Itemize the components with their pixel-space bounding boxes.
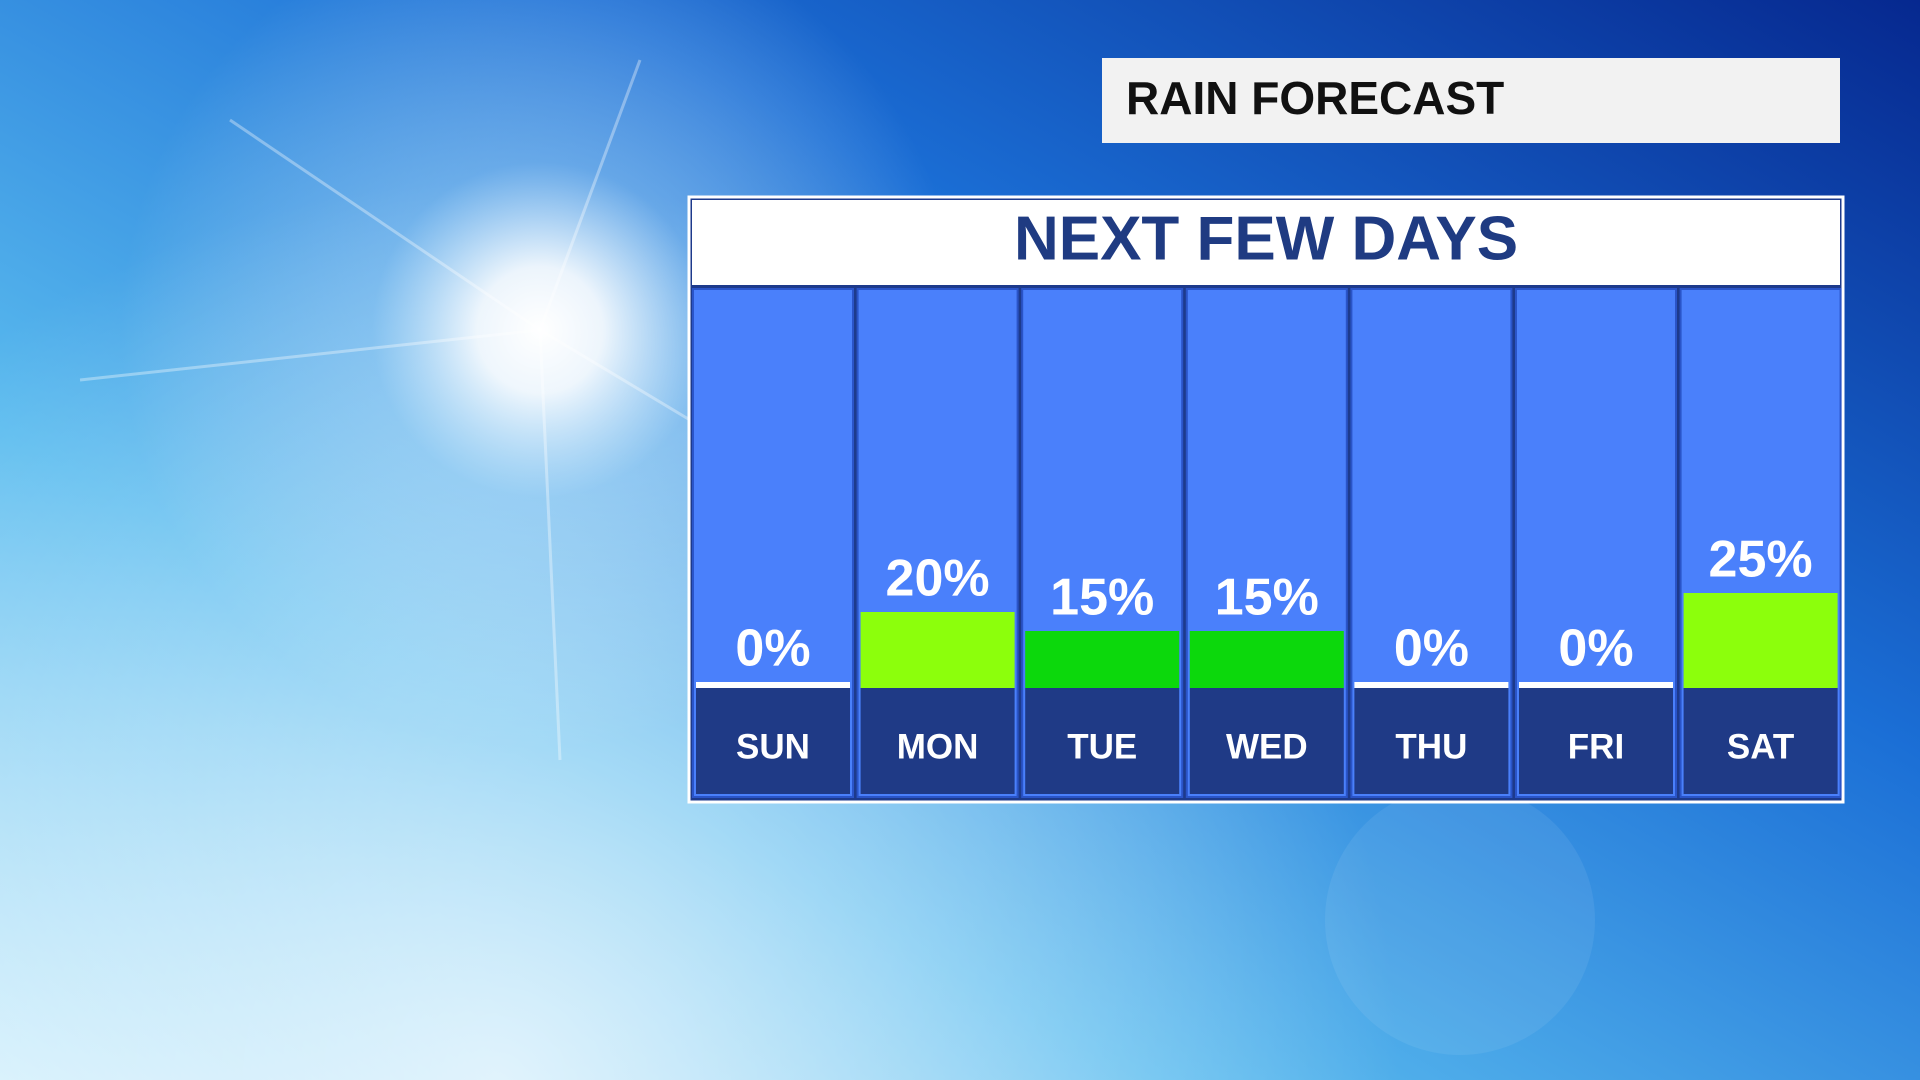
day-band xyxy=(1025,688,1180,794)
day-label: SAT xyxy=(1727,727,1794,766)
chart-subtitle: NEXT FEW DAYS xyxy=(1014,204,1518,273)
chart-title: RAIN FORECAST xyxy=(1126,72,1504,124)
value-label: 0% xyxy=(1558,620,1633,678)
value-label: 15% xyxy=(1215,569,1319,627)
value-label: 25% xyxy=(1709,531,1813,589)
day-label: WED xyxy=(1226,727,1308,766)
day-band xyxy=(1683,688,1838,794)
value-label: 0% xyxy=(735,620,810,678)
bar xyxy=(1354,682,1509,688)
bar xyxy=(1519,682,1673,688)
day-band xyxy=(696,688,850,794)
day-label: SUN xyxy=(736,727,810,766)
day-band xyxy=(860,688,1015,794)
day-label: MON xyxy=(897,727,979,766)
title-box xyxy=(1102,58,1840,143)
header-box xyxy=(692,200,1840,285)
value-label: 15% xyxy=(1050,569,1154,627)
day-band xyxy=(1354,688,1509,794)
day-label: THU xyxy=(1395,727,1467,766)
value-label: 20% xyxy=(886,550,990,608)
day-band xyxy=(1519,688,1673,794)
day-label: FRI xyxy=(1568,727,1624,766)
bar xyxy=(1189,631,1344,688)
lens-flare xyxy=(1325,785,1595,1055)
bar xyxy=(1683,593,1838,688)
day-band xyxy=(1189,688,1344,794)
day-label: TUE xyxy=(1067,727,1137,766)
value-label: 0% xyxy=(1394,620,1469,678)
bar xyxy=(1025,631,1180,688)
bar xyxy=(860,612,1015,688)
bar xyxy=(696,682,850,688)
sun-rays xyxy=(79,59,691,761)
